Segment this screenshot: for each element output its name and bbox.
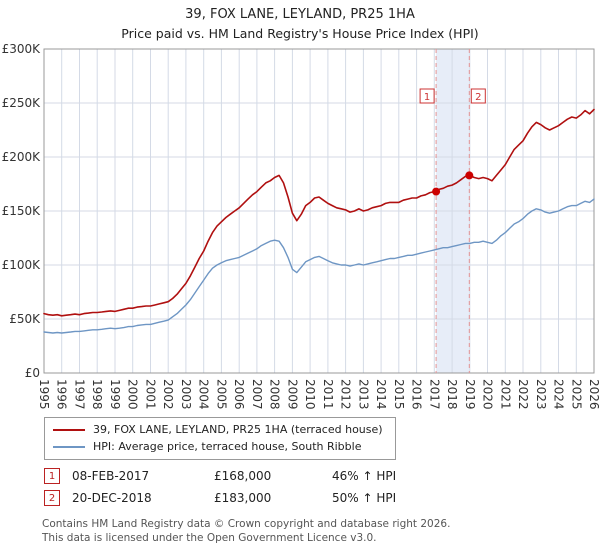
- chart-area: 1995 1996 1997 1998 1999 2000 2001 2002 2003 2004…: [0, 43, 600, 415]
- legend-label-hpi: HPI: Average price, terraced house, Sout…: [93, 440, 362, 453]
- legend-item-property: 39, FOX LANE, LEYLAND, PR25 1HA (terrace…: [53, 421, 387, 438]
- svg-text:2001: 2001: [144, 379, 158, 410]
- sale-1-price: £168,000: [214, 469, 272, 483]
- svg-text:2: 2: [475, 92, 481, 103]
- svg-text:2010: 2010: [303, 379, 317, 410]
- svg-text:2026: 2026: [587, 379, 600, 410]
- svg-text:1997: 1997: [73, 379, 87, 410]
- svg-text:2003: 2003: [179, 379, 193, 410]
- svg-text:2006: 2006: [232, 379, 246, 410]
- svg-text:2019: 2019: [463, 379, 477, 410]
- svg-text:£250K: £250K: [2, 96, 42, 110]
- svg-text:2025: 2025: [569, 379, 583, 410]
- legend-label-property: 39, FOX LANE, LEYLAND, PR25 1HA (terrace…: [93, 423, 383, 436]
- svg-text:1: 1: [424, 92, 430, 103]
- sale-2-price: £183,000: [214, 491, 272, 505]
- hpi-line-swatch: [53, 445, 85, 448]
- svg-text:£200K: £200K: [2, 150, 42, 164]
- license-line-2: This data is licensed under the Open Gov…: [42, 531, 377, 544]
- svg-text:2024: 2024: [552, 379, 566, 410]
- svg-text:2007: 2007: [250, 379, 264, 410]
- sale-2-marker-badge: 2: [44, 490, 60, 506]
- svg-text:2023: 2023: [534, 379, 548, 410]
- svg-text:2016: 2016: [410, 379, 424, 410]
- svg-text:2000: 2000: [126, 379, 140, 410]
- svg-text:1999: 1999: [108, 379, 122, 410]
- svg-text:1996: 1996: [55, 379, 69, 410]
- chart-legend: 39, FOX LANE, LEYLAND, PR25 1HA (terrace…: [44, 417, 396, 460]
- price-history-line-chart: 1995 1996 1997 1998 1999 2000 2001 2002 2003 2004…: [2, 43, 600, 410]
- chart-header: 39, FOX LANE, LEYLAND, PR25 1HA Price pa…: [0, 0, 600, 41]
- page-title: 39, FOX LANE, LEYLAND, PR25 1HA: [185, 7, 415, 22]
- license-line-1: Contains HM Land Registry data © Crown c…: [42, 518, 451, 530]
- svg-text:2011: 2011: [321, 379, 335, 410]
- svg-text:2002: 2002: [161, 379, 175, 410]
- svg-text:2005: 2005: [214, 379, 228, 410]
- license-footer: Contains HM Land Registry data © Crown c…: [42, 518, 600, 545]
- svg-text:1998: 1998: [90, 379, 104, 410]
- sale-row-2: 2 20-DEC-2018 £183,000 50% ↑ HPI: [44, 490, 600, 506]
- svg-text:2018: 2018: [445, 379, 459, 410]
- svg-text:2017: 2017: [427, 379, 441, 410]
- sale-1-marker-badge: 1: [44, 468, 60, 484]
- svg-text:2020: 2020: [481, 379, 495, 410]
- svg-text:£100K: £100K: [2, 258, 42, 272]
- property-line-swatch: [53, 428, 85, 431]
- svg-text:2004: 2004: [197, 379, 211, 410]
- svg-text:£300K: £300K: [2, 43, 42, 56]
- sale-1-hpi-change: 46% ↑ HPI: [332, 469, 397, 483]
- svg-text:2014: 2014: [374, 379, 388, 410]
- sale-2-date: 20-DEC-2018: [72, 491, 152, 505]
- page-subtitle: Price paid vs. HM Land Registry's House …: [121, 26, 479, 41]
- svg-text:£0: £0: [25, 366, 40, 380]
- svg-text:2021: 2021: [498, 379, 512, 410]
- svg-text:1995: 1995: [37, 379, 51, 410]
- svg-text:2012: 2012: [339, 379, 353, 410]
- sale-2-hpi-change: 50% ↑ HPI: [332, 491, 397, 505]
- svg-text:2015: 2015: [392, 379, 406, 410]
- svg-text:2008: 2008: [268, 379, 282, 410]
- sale-1-date: 08-FEB-2017: [72, 469, 150, 483]
- svg-text:2022: 2022: [516, 379, 530, 410]
- svg-text:£50K: £50K: [9, 312, 41, 326]
- svg-text:£150K: £150K: [2, 204, 42, 218]
- svg-text:2009: 2009: [285, 379, 299, 410]
- svg-text:2013: 2013: [356, 379, 370, 410]
- legend-item-hpi: HPI: Average price, terraced house, Sout…: [53, 438, 387, 455]
- sale-row-1: 1 08-FEB-2017 £168,000 46% ↑ HPI: [44, 468, 600, 484]
